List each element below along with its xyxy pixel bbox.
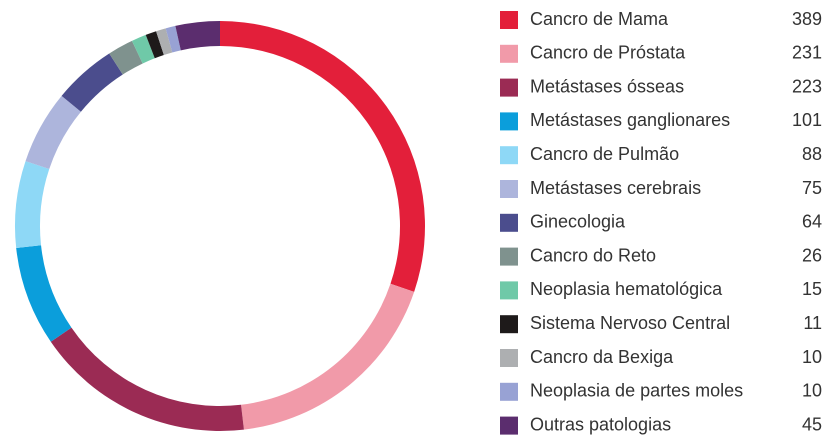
- legend-value: 389: [792, 9, 822, 29]
- legend-swatch: [500, 247, 518, 266]
- legend-label: Sistema Nervoso Central: [530, 313, 730, 333]
- legend-label: Cancro de Mama: [530, 9, 669, 29]
- legend-label: Outras patologias: [530, 414, 671, 434]
- legend-swatch: [500, 78, 518, 97]
- legend-value: 11: [803, 313, 822, 333]
- legend-swatch: [500, 112, 518, 131]
- slice: [16, 245, 72, 342]
- legend-swatch: [500, 416, 518, 435]
- legend-label: Cancro da Bexiga: [530, 347, 674, 367]
- legend-label: Neoplasia hematológica: [530, 279, 723, 299]
- legend-swatch: [500, 146, 518, 165]
- legend-value: 64: [802, 212, 822, 232]
- legend-value: 15: [802, 279, 822, 299]
- slice: [220, 21, 425, 292]
- legend-label: Cancro do Reto: [530, 245, 656, 265]
- slice: [14, 161, 50, 248]
- legend-label: Ginecologia: [530, 212, 626, 232]
- legend-swatch: [500, 213, 518, 232]
- legend-value: 10: [802, 381, 822, 401]
- slice: [241, 283, 415, 430]
- slice: [50, 327, 244, 431]
- legend-swatch: [500, 349, 518, 367]
- legend-label: Metástases ganglionares: [530, 110, 730, 130]
- legend-swatch: [500, 180, 518, 198]
- slice: [156, 28, 173, 55]
- legend-value: 101: [792, 110, 822, 130]
- slice: [145, 31, 164, 59]
- legend-swatch: [500, 281, 518, 300]
- slice: [61, 53, 123, 112]
- legend-value: 88: [802, 144, 822, 164]
- legend-label: Metástases ósseas: [530, 76, 684, 96]
- slice: [131, 34, 155, 64]
- slice: [25, 95, 81, 170]
- legend-label: Cancro de Próstata: [530, 43, 686, 63]
- legend-value: 45: [802, 414, 822, 434]
- legend-swatch: [500, 382, 518, 401]
- slice: [109, 40, 143, 75]
- legend-swatch: [500, 315, 518, 334]
- legend-value: 26: [802, 245, 822, 265]
- legend-label: Neoplasia de partes moles: [530, 381, 743, 401]
- legend-swatch: [500, 44, 518, 63]
- legend-swatch: [500, 11, 518, 29]
- legend-value: 223: [792, 76, 822, 96]
- legend-value: 75: [802, 178, 822, 198]
- legend-value: 231: [792, 43, 822, 63]
- legend-label: Cancro de Pulmão: [530, 144, 679, 164]
- slice: [165, 25, 181, 53]
- legend-value: 10: [802, 347, 822, 367]
- legend-label: Metástases cerebrais: [530, 178, 701, 198]
- slice: [175, 21, 220, 51]
